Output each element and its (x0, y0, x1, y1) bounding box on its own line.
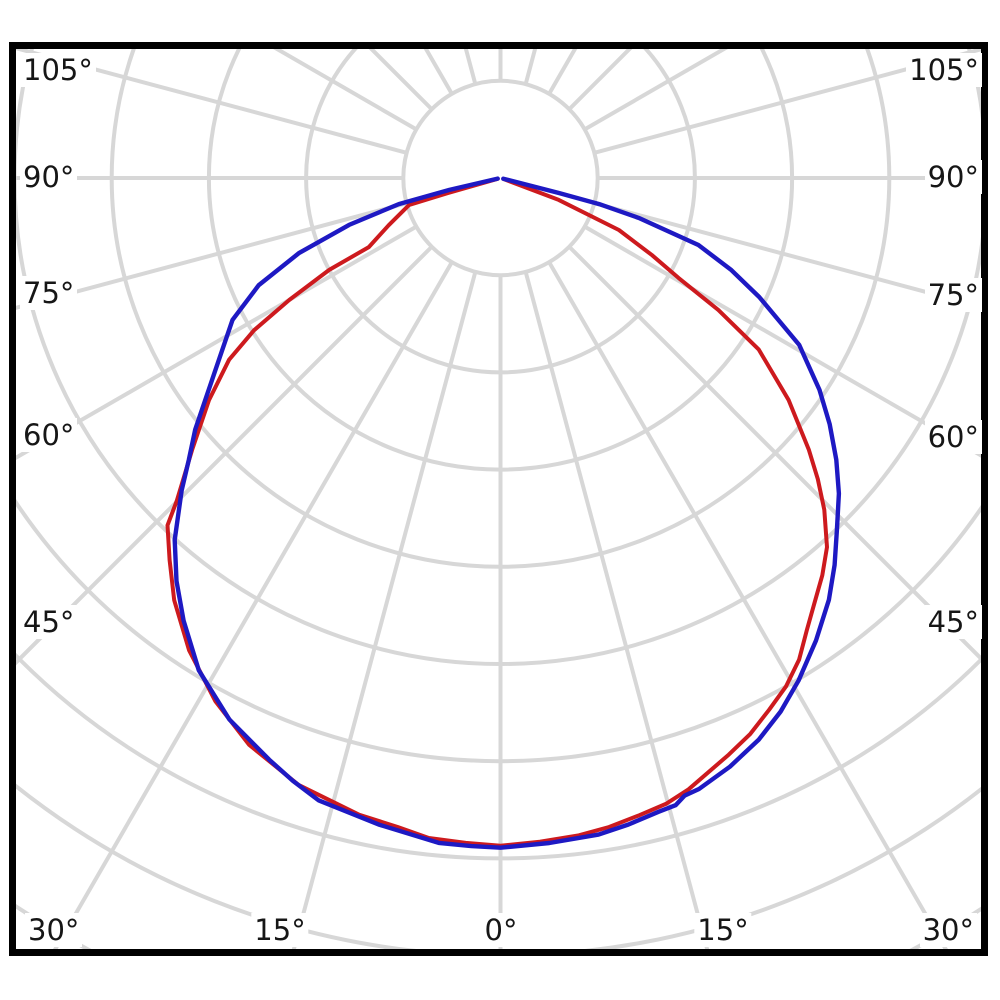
angle-label-bottom-15-left: 15° (251, 913, 309, 947)
angle-label-left-105: 105° (20, 53, 96, 87)
angle-label-right-105: 105° (906, 53, 982, 87)
blue-curve (172, 176, 842, 850)
grid-spoke (593, 49, 981, 155)
angle-label-left-45: 45° (20, 605, 78, 639)
angle-label-bottom-15-right: 15° (694, 913, 752, 947)
grid-spoke (593, 201, 981, 309)
angle-label-left-60: 60° (20, 418, 78, 452)
grid-spoke (16, 201, 408, 310)
angle-label-bottom-30-right: 30° (919, 913, 977, 947)
intensity-curves (165, 176, 842, 850)
chart-border (9, 42, 988, 956)
angle-label-right-45: 45° (924, 605, 982, 639)
grid-spoke (567, 245, 981, 662)
angle-label-left-75: 75° (20, 276, 78, 310)
angle-label-bottom-0: 0° (481, 913, 521, 947)
angle-label-right-75: 75° (924, 278, 982, 312)
grid-spoke (53, 261, 454, 949)
grid-spoke (291, 271, 478, 949)
grid-spoke (523, 271, 710, 949)
angle-label-right-90: 90° (924, 160, 982, 194)
grid-spoke (16, 245, 434, 666)
red-curve (165, 176, 829, 848)
angle-label-bottom-30-left: 30° (25, 913, 83, 947)
grid-spoke (547, 261, 948, 949)
grid-spoke (583, 224, 981, 458)
grid-ring (401, 78, 600, 278)
angle-label-right-60: 60° (924, 420, 982, 454)
grid-spoke (16, 49, 408, 155)
angle-label-left-90: 90° (20, 160, 78, 194)
